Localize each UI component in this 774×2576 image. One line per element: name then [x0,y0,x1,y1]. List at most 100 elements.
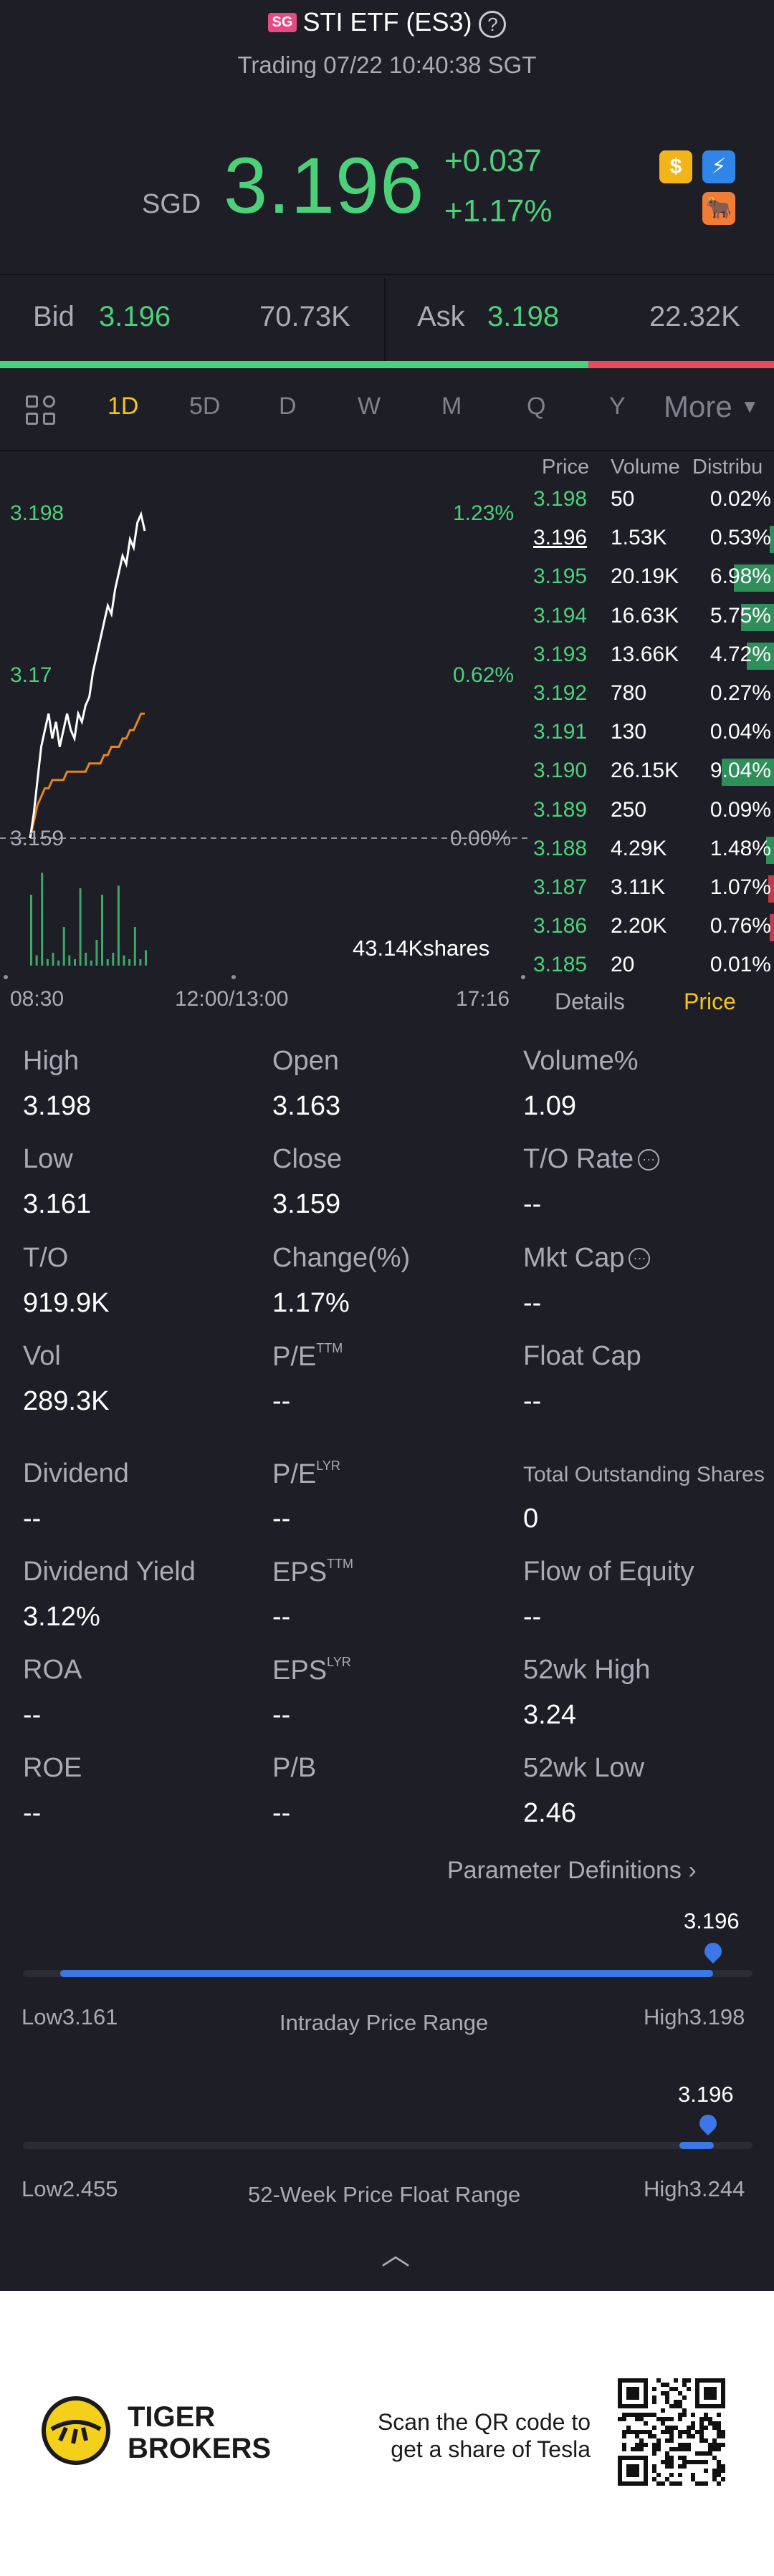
qr-module [644,2421,648,2426]
order-book-row[interactable]: 3.185 20 0.01% [529,947,774,986]
qr-module [717,2443,721,2447]
divider [0,274,774,275]
qr-module [674,2404,678,2408]
order-book-row[interactable]: 3.191 130 0.04% [529,714,774,753]
stat-label[interactable]: Mkt Cap ··· [523,1243,651,1274]
order-book-row[interactable]: 3.196 1.53K 0.53% [529,520,774,559]
stat-value: 3.161 [23,1189,92,1219]
more-label: More [664,390,732,423]
qr-module [704,2469,708,2473]
brand-line-2: BROKERS [128,2433,272,2464]
stat-label: Dividend [23,1458,129,1489]
qr-module [712,2477,717,2481]
qr-module [687,2387,691,2391]
volume-bar [123,955,125,966]
brand-line-1: TIGER [128,2401,216,2433]
layout-grid-icon[interactable] [26,395,57,427]
qr-module [721,2477,725,2481]
qr-module [699,2451,704,2456]
tab-quarter[interactable]: Q [527,393,546,420]
coin-icon[interactable]: $ [659,150,692,183]
tab-details[interactable]: Details [555,989,625,1014]
order-book-row[interactable]: 3.195 20.19K 6.98% [529,559,774,597]
distribution-bar [770,914,774,942]
tab-price[interactable]: Price [684,989,736,1014]
qr-module [712,2443,717,2447]
stat-value: -- [523,1602,542,1632]
price-change: +0.037 [444,143,542,178]
stat-label: Dividend Yield [23,1557,196,1587]
tab-day[interactable]: D [279,393,297,420]
order-book-row[interactable]: 3.188 4.29K 1.48% [529,831,774,870]
order-book-row[interactable]: 3.187 3.11K 1.07% [529,870,774,908]
chevron-up-icon[interactable]: ︿ [381,2239,410,2271]
help-icon[interactable]: ? [479,11,507,38]
qr-module [635,2447,639,2451]
flash-icon[interactable]: ⚡ [702,150,735,183]
stat-label[interactable]: T/O Rate ··· [523,1144,660,1175]
qr-module [721,2443,725,2447]
order-book-volume: 50 [611,487,635,511]
qr-module [682,2443,687,2447]
qr-module [639,2430,644,2434]
qr-module [639,2443,644,2447]
week52-range-track [23,2142,752,2149]
last-price: 3.196 [224,142,425,230]
qr-module [669,2404,674,2408]
intraday-chart[interactable] [0,450,530,980]
price-line [29,511,146,839]
stat-value: 1.17% [272,1288,350,1318]
x-axis-mid: 12:00/13:00 [175,987,289,1011]
tab-5d[interactable]: 5D [189,393,221,420]
week52-low: Low2.455 [22,2176,118,2202]
tab-month[interactable]: M [441,393,462,420]
order-book-volume: 20 [611,953,635,977]
parameter-definitions-label: Parameter Definitions [447,1857,682,1884]
qr-module [691,2473,695,2477]
order-book-row[interactable]: 3.190 26.15K 9.04% [529,753,774,792]
stat-value: 1.09 [523,1091,576,1121]
qr-module [712,2473,717,2477]
qr-module [639,2417,644,2421]
qr-module [721,2430,725,2434]
qr-module [678,2443,682,2447]
more-dropdown[interactable]: More ▼ [664,390,759,424]
qr-module [678,2413,682,2417]
info-icon[interactable]: ··· [638,1149,660,1171]
order-book-row[interactable]: 3.198 50 0.02% [529,481,774,520]
qr-module [656,2473,661,2477]
stat-value: 919.9K [23,1288,110,1318]
qr-module [704,2438,708,2443]
qr-module [622,2443,626,2447]
qr-module [712,2421,717,2426]
qr-module [669,2417,674,2421]
stat-value: 3.159 [272,1189,341,1219]
chart-base-pct: 0.00% [450,827,512,850]
tab-1d[interactable]: 1D [108,393,139,420]
bid-label: Bid [33,301,75,332]
qr-module [682,2456,687,2460]
stat-label-text: Change(%) [272,1243,411,1273]
qr-module [717,2426,721,2430]
parameter-definitions-link[interactable]: Parameter Definitions › [447,1857,697,1885]
info-icon[interactable]: ··· [629,1248,651,1269]
stat-label-text: Open [272,1046,339,1076]
qr-module [661,2408,665,2413]
bull-icon[interactable]: 🐂 [702,192,735,225]
stat-label: EPSLYR [272,1655,351,1686]
qr-module [682,2460,687,2464]
order-book-row[interactable]: 3.194 16.63K 5.75% [529,598,774,637]
order-book-row[interactable]: 3.189 250 0.09% [529,792,774,831]
tab-year[interactable]: Y [609,393,626,420]
order-book-row[interactable]: 3.193 13.66K 4.72% [529,637,774,676]
order-book-row[interactable]: 3.186 2.20K 0.76% [529,908,774,947]
qr-module [622,2413,626,2417]
stat-label: EPSTTM [272,1557,353,1588]
qr-module [678,2404,682,2408]
order-book-row[interactable]: 3.192 780 0.27% [529,676,774,714]
order-book-volume: 20.19K [611,564,679,589]
stat-label: Total Outstanding Shares [523,1463,765,1487]
tab-week[interactable]: W [358,393,381,420]
qr-module [622,2430,626,2434]
qr-module [674,2447,678,2451]
